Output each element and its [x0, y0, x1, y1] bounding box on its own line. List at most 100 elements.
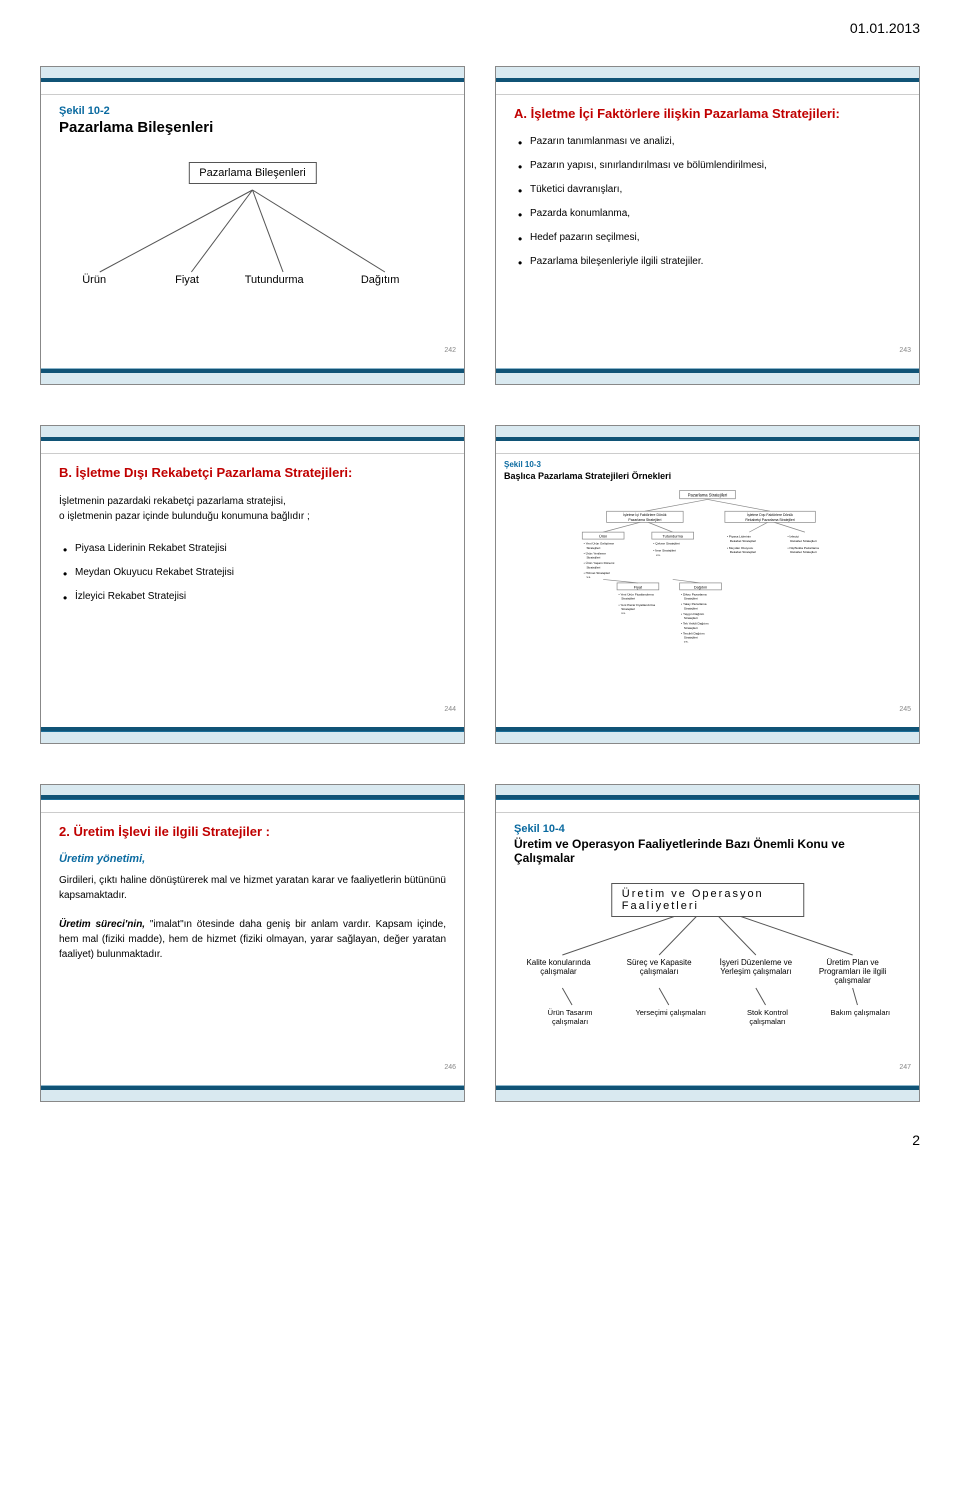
bullet-item: Pazarda konumlanma,	[518, 207, 901, 221]
svg-text:• İzleyici: • İzleyici	[788, 533, 800, 538]
bullet-item: Piyasa Liderinin Rekabet Stratejisi	[63, 542, 446, 556]
page-date: 01.01.2013	[40, 20, 920, 36]
svg-text:Rekabet Stratejileri: Rekabet Stratejileri	[730, 539, 757, 543]
svg-text:• Hizmet Stratejileri: • Hizmet Stratejileri	[584, 571, 611, 575]
diagram-leaf: Tutundurma	[245, 274, 304, 286]
figure-label: Şekil 10-3	[504, 460, 911, 469]
bullet-item: İzleyici Rekabet Stratejisi	[63, 590, 446, 604]
wave-bottom	[41, 715, 464, 743]
svg-text:• Niş/Nokta Pazarlama: • Niş/Nokta Pazarlama	[788, 546, 820, 550]
wave-top	[496, 67, 919, 95]
svg-text:Stratejileri: Stratejileri	[684, 596, 698, 600]
slide-subtitle: Üretim yönetimi,	[59, 853, 446, 865]
svg-text:Pazarlama Stratejileri: Pazarlama Stratejileri	[688, 492, 728, 497]
svg-text:Stratejileri: Stratejileri	[586, 565, 600, 569]
bullet-item: Pazarın tanımlanması ve analizi,	[518, 135, 901, 149]
wave-top	[496, 426, 919, 454]
diagram-sub: Bakım çalışmaları	[824, 1008, 898, 1017]
svg-text:Pazarlama Stratejileri: Pazarlama Stratejileri	[628, 518, 661, 522]
bullet-item: Hedef pazarın seçilmesi,	[518, 231, 901, 245]
svg-text:Stratejileri: Stratejileri	[684, 635, 698, 639]
svg-text:• Yeni Ürün Fiyatlandırma: • Yeni Ürün Fiyatlandırma	[618, 592, 654, 596]
diagram-10-3: Pazarlama Stratejileri İşletme İçi Faktö…	[504, 489, 911, 649]
diagram-col: Üretim Plan ve Programları ile ilgili ça…	[816, 958, 890, 985]
svg-text:• Yatay Pazarlama: • Yatay Pazarlama	[681, 602, 707, 606]
diagram-leaf: Fiyat	[175, 274, 199, 286]
wave-bottom	[496, 356, 919, 384]
wave-top	[41, 426, 464, 454]
svg-text:Stratejileri: Stratejileri	[621, 596, 635, 600]
slide-paragraph: Üretim süreci'nin, "imalat"ın ötesinde d…	[59, 917, 446, 962]
slide-243: A. İşletme İçi Faktörlere ilişkin Pazarl…	[495, 66, 920, 385]
svg-text:Stratejileri: Stratejileri	[586, 555, 600, 559]
bullet-item: Pazarlama bileşenleriyle ilgili strateji…	[518, 255, 901, 269]
bullet-item: Meydan Okuyucu Rekabet Stratejisi	[63, 566, 446, 580]
svg-text:Rekabet Stratejileri: Rekabet Stratejileri	[730, 550, 757, 554]
figure-label: Şekil 10-2	[59, 105, 446, 117]
slide-title: B. İşletme Dışı Rekabetçi Pazarlama Stra…	[59, 464, 446, 482]
slide-number: 244	[444, 706, 456, 713]
slide-grid: Şekil 10-2 Pazarlama Bileşenleri Pazarla…	[40, 66, 920, 1102]
page-number: 2	[40, 1132, 920, 1148]
svg-text:• Ürün Yaşam Dönemi: • Ürün Yaşam Dönemi	[584, 561, 615, 565]
svg-text:v.s.: v.s.	[586, 575, 591, 579]
svg-text:• Piyasa Liderinin: • Piyasa Liderinin	[727, 534, 751, 538]
slide-245: Şekil 10-3 Başlıca Pazarlama Stratejiler…	[495, 425, 920, 744]
slide-number: 242	[444, 347, 456, 354]
svg-text:Rekabet Stratejileri: Rekabet Stratejileri	[790, 550, 817, 554]
diagram-10-4: Üretim ve Operasyon Faaliyetleri Kalite …	[514, 873, 901, 1048]
svg-text:Stratejileri: Stratejileri	[684, 626, 698, 630]
svg-text:• Dikey Pazarlama: • Dikey Pazarlama	[681, 592, 707, 596]
svg-text:• Tercihli Dağıtım: • Tercihli Dağıtım	[681, 631, 705, 635]
emphasis: Üretim süreci'nin,	[59, 919, 145, 930]
diagram-col: Süreç ve Kapasite çalışmaları	[622, 958, 696, 976]
svg-text:• Yaygın Dağıtım: • Yaygın Dağıtım	[681, 612, 705, 616]
svg-text:• Yeni Ürün Geliştirme: • Yeni Ürün Geliştirme	[584, 541, 615, 545]
slide-number: 245	[899, 706, 911, 713]
wave-bottom	[496, 1073, 919, 1101]
slide-number: 243	[899, 347, 911, 354]
slide-number: 247	[899, 1064, 911, 1071]
svg-text:Rekabet Stratejileri: Rekabet Stratejileri	[790, 539, 817, 543]
svg-text:v.s.: v.s.	[621, 611, 626, 615]
diagram-root: Pazarlama Bileşenleri	[188, 162, 316, 184]
figure-title: Pazarlama Bileşenleri	[59, 119, 446, 136]
svg-text:• Çekme Stratejileri: • Çekme Stratejileri	[653, 541, 680, 545]
slide-title: 2. Üretim İşlevi ile ilgili Stratejiler …	[59, 823, 446, 841]
svg-text:İşletme İçi Faktörlere Dönük: İşletme İçi Faktörlere Dönük	[623, 512, 666, 517]
diagram-10-2: Pazarlama Bileşenleri Ürün Fiyat Tutundu…	[59, 144, 446, 324]
svg-text:• Meydan Okuyucu: • Meydan Okuyucu	[727, 546, 754, 550]
svg-text:• İtme Stratejileri: • İtme Stratejileri	[653, 547, 676, 552]
diagram-sub: Stok Kontrol çalışmaları	[731, 1008, 805, 1026]
bullet-item: Tüketici davranışları,	[518, 183, 901, 197]
slide-246: 2. Üretim İşlevi ile ilgili Stratejiler …	[40, 784, 465, 1103]
svg-text:• Tek Yetkili Dağıtım: • Tek Yetkili Dağıtım	[681, 621, 709, 625]
diagram-leaf: Ürün	[82, 274, 106, 286]
svg-text:Stratejileri: Stratejileri	[684, 616, 698, 620]
diagram-leaf: Dağıtım	[361, 274, 400, 286]
svg-text:v.s.: v.s.	[684, 639, 689, 643]
svg-text:Dağıtım: Dağıtım	[694, 585, 707, 589]
svg-text:Stratejileri: Stratejileri	[684, 606, 698, 610]
wave-bottom	[41, 1073, 464, 1101]
wave-bottom	[496, 715, 919, 743]
wave-top	[496, 785, 919, 813]
svg-text:• Ürün Yenileme: • Ürün Yenileme	[584, 551, 607, 555]
figure-label: Şekil 10-4	[514, 823, 901, 835]
svg-text:Stratejileri: Stratejileri	[621, 607, 635, 611]
wave-bottom	[41, 356, 464, 384]
slide-title: A. İşletme İçi Faktörlere ilişkin Pazarl…	[514, 105, 901, 123]
svg-text:Ürün: Ürün	[599, 534, 607, 538]
slide-number: 246	[444, 1064, 456, 1071]
svg-text:Tutundurma: Tutundurma	[663, 534, 684, 538]
diagram-col: Kalite konularında çalışmalar	[522, 958, 596, 976]
svg-text:• Yeni Pazar Fiyatlandırma: • Yeni Pazar Fiyatlandırma	[618, 603, 655, 607]
svg-text:v.s.: v.s.	[656, 553, 661, 557]
figure-title: Üretim ve Operasyon Faaliyetlerinde Bazı…	[514, 837, 901, 865]
slide-paragraph: Girdileri, çıktı haline dönüştürerek mal…	[59, 873, 446, 903]
slide-247: Şekil 10-4 Üretim ve Operasyon Faaliyetl…	[495, 784, 920, 1103]
slide-242: Şekil 10-2 Pazarlama Bileşenleri Pazarla…	[40, 66, 465, 385]
diagram-col: İşyeri Düzenleme ve Yerleşim çalışmaları	[719, 958, 793, 976]
bullet-item: Pazarın yapısı, sınırlandırılması ve böl…	[518, 159, 901, 173]
wave-top	[41, 785, 464, 813]
